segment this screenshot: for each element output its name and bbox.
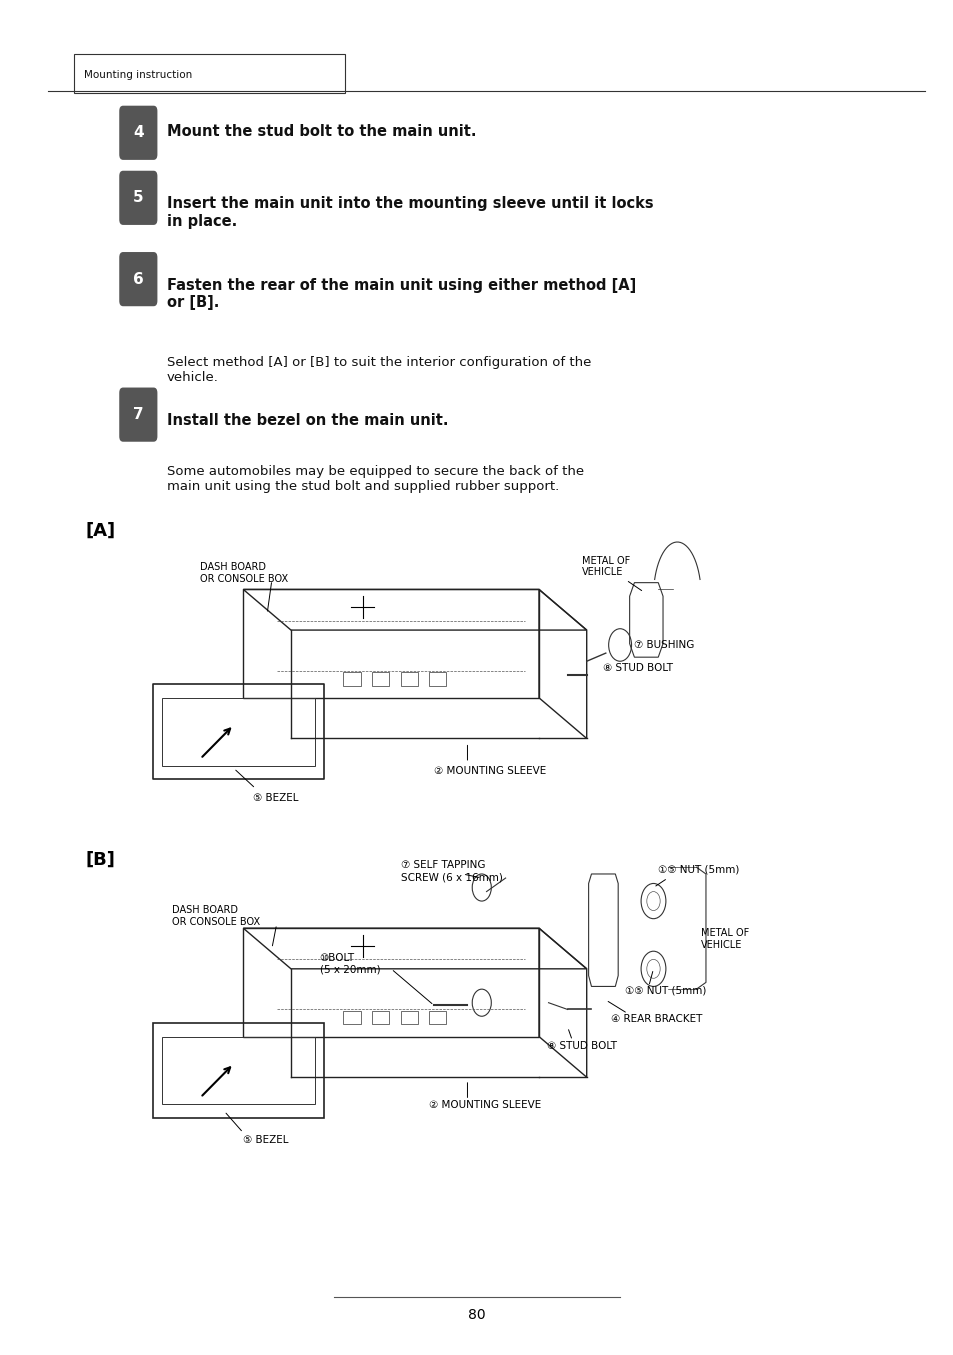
Text: ⑧ STUD BOLT: ⑧ STUD BOLT: [546, 1041, 616, 1050]
Bar: [152, 684, 324, 779]
Bar: [343, 672, 360, 686]
Bar: [400, 672, 417, 686]
Text: Select method [A] or [B] to suit the interior configuration of the
vehicle.: Select method [A] or [B] to suit the int…: [167, 356, 591, 385]
Text: 5: 5: [132, 190, 144, 206]
Text: 80: 80: [468, 1308, 485, 1321]
Text: ①⑤ NUT (5mm): ①⑤ NUT (5mm): [658, 864, 739, 874]
Bar: [400, 1011, 417, 1024]
Bar: [429, 672, 446, 686]
Text: Mounting instruction: Mounting instruction: [84, 69, 193, 80]
Text: ④ REAR BRACKET: ④ REAR BRACKET: [610, 1014, 701, 1023]
Text: [B]: [B]: [86, 851, 115, 869]
Bar: [372, 672, 389, 686]
Bar: [372, 1011, 389, 1024]
Text: METAL OF
VEHICLE: METAL OF VEHICLE: [700, 928, 749, 950]
Bar: [152, 1023, 324, 1118]
Text: Insert the main unit into the mounting sleeve until it locks
in place.: Insert the main unit into the mounting s…: [167, 196, 653, 229]
Text: Fasten the rear of the main unit using either method [A]
or [B].: Fasten the rear of the main unit using e…: [167, 278, 636, 310]
Bar: [162, 1037, 314, 1104]
Text: Install the bezel on the main unit.: Install the bezel on the main unit.: [167, 413, 448, 428]
Text: DASH BOARD
OR CONSOLE BOX: DASH BOARD OR CONSOLE BOX: [172, 905, 259, 927]
FancyBboxPatch shape: [119, 106, 157, 160]
Text: ⑦ BUSHING: ⑦ BUSHING: [634, 640, 694, 650]
Text: ⑧ STUD BOLT: ⑧ STUD BOLT: [602, 663, 672, 673]
Bar: [162, 698, 314, 766]
FancyBboxPatch shape: [119, 252, 157, 306]
FancyBboxPatch shape: [74, 54, 345, 93]
Text: [A]: [A]: [86, 522, 116, 539]
FancyBboxPatch shape: [119, 388, 157, 442]
Text: METAL OF
VEHICLE: METAL OF VEHICLE: [581, 556, 641, 591]
Text: ⑤ BEZEL: ⑤ BEZEL: [253, 793, 298, 802]
Bar: [343, 1011, 360, 1024]
FancyBboxPatch shape: [119, 171, 157, 225]
Text: ② MOUNTING SLEEVE: ② MOUNTING SLEEVE: [429, 1100, 541, 1110]
Text: 4: 4: [132, 125, 144, 141]
Text: Some automobiles may be equipped to secure the back of the
main unit using the s: Some automobiles may be equipped to secu…: [167, 465, 583, 493]
Bar: [429, 1011, 446, 1024]
Text: 7: 7: [132, 406, 144, 423]
Text: ⑦ SELF TAPPING
SCREW (6 x 16mm): ⑦ SELF TAPPING SCREW (6 x 16mm): [400, 860, 502, 882]
Text: ② MOUNTING SLEEVE: ② MOUNTING SLEEVE: [434, 766, 546, 775]
Text: Mount the stud bolt to the main unit.: Mount the stud bolt to the main unit.: [167, 123, 476, 140]
Text: ⑤ BEZEL: ⑤ BEZEL: [243, 1135, 289, 1145]
Text: ⑩BOLT
(5 x 20mm): ⑩BOLT (5 x 20mm): [319, 953, 380, 974]
Text: 6: 6: [132, 271, 144, 287]
Text: ①⑤ NUT (5mm): ①⑤ NUT (5mm): [624, 985, 705, 995]
Text: DASH BOARD
OR CONSOLE BOX: DASH BOARD OR CONSOLE BOX: [200, 562, 288, 584]
